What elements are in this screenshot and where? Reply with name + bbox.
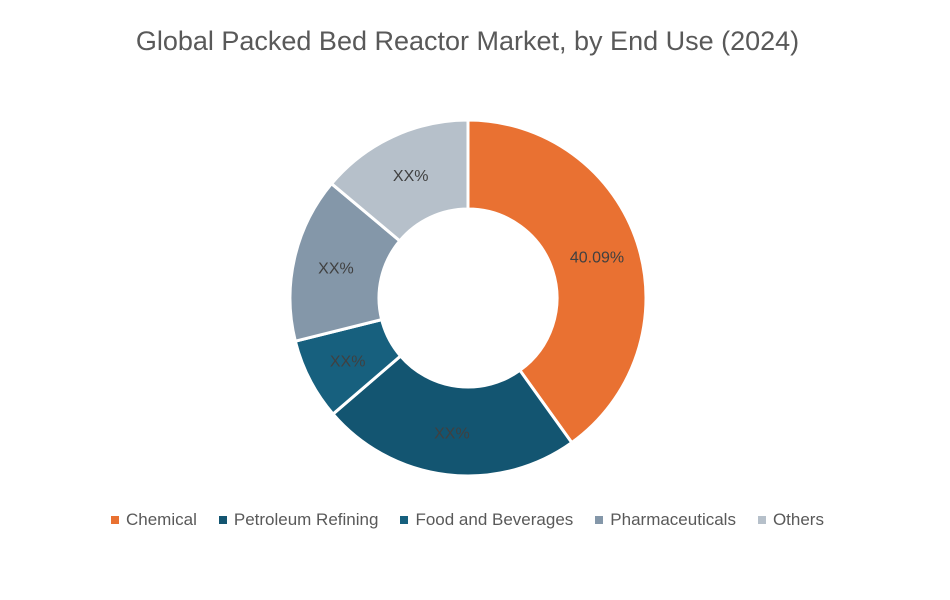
slice-others <box>329 118 470 243</box>
slice-pharmaceuticals <box>288 181 402 344</box>
slice-chemical <box>466 118 648 445</box>
legend-item: Chemical <box>111 510 197 530</box>
legend-item: Others <box>757 510 824 530</box>
data-label: XX% <box>330 353 366 370</box>
legend-item: Pharmaceuticals <box>595 510 736 530</box>
slice-petroleum-refining <box>330 353 574 478</box>
data-label: 40.09% <box>570 250 624 267</box>
legend-label: Pharmaceuticals <box>610 510 736 529</box>
legend-swatch <box>400 516 409 524</box>
legend-swatch <box>218 516 227 524</box>
legend-item: Petroleum Refining <box>218 510 379 530</box>
legend-swatch <box>595 516 604 524</box>
chart-title: Global Packed Bed Reactor Market, by End… <box>135 26 800 56</box>
data-label: XX% <box>434 426 470 443</box>
legend-swatch <box>757 516 766 524</box>
legend-item: Food and Beverages <box>400 510 573 530</box>
legend-swatch <box>111 516 119 524</box>
data-label: XX% <box>318 261 354 278</box>
data-label: XX% <box>393 168 429 185</box>
legend-label: Food and Beverages <box>415 510 574 529</box>
legend-label: Chemical <box>126 510 197 529</box>
legend: Chemical Petroleum Refining Food and Bever… <box>0 510 935 530</box>
legend-label: Petroleum Refining <box>233 510 379 529</box>
legend-label: Others <box>772 510 824 529</box>
